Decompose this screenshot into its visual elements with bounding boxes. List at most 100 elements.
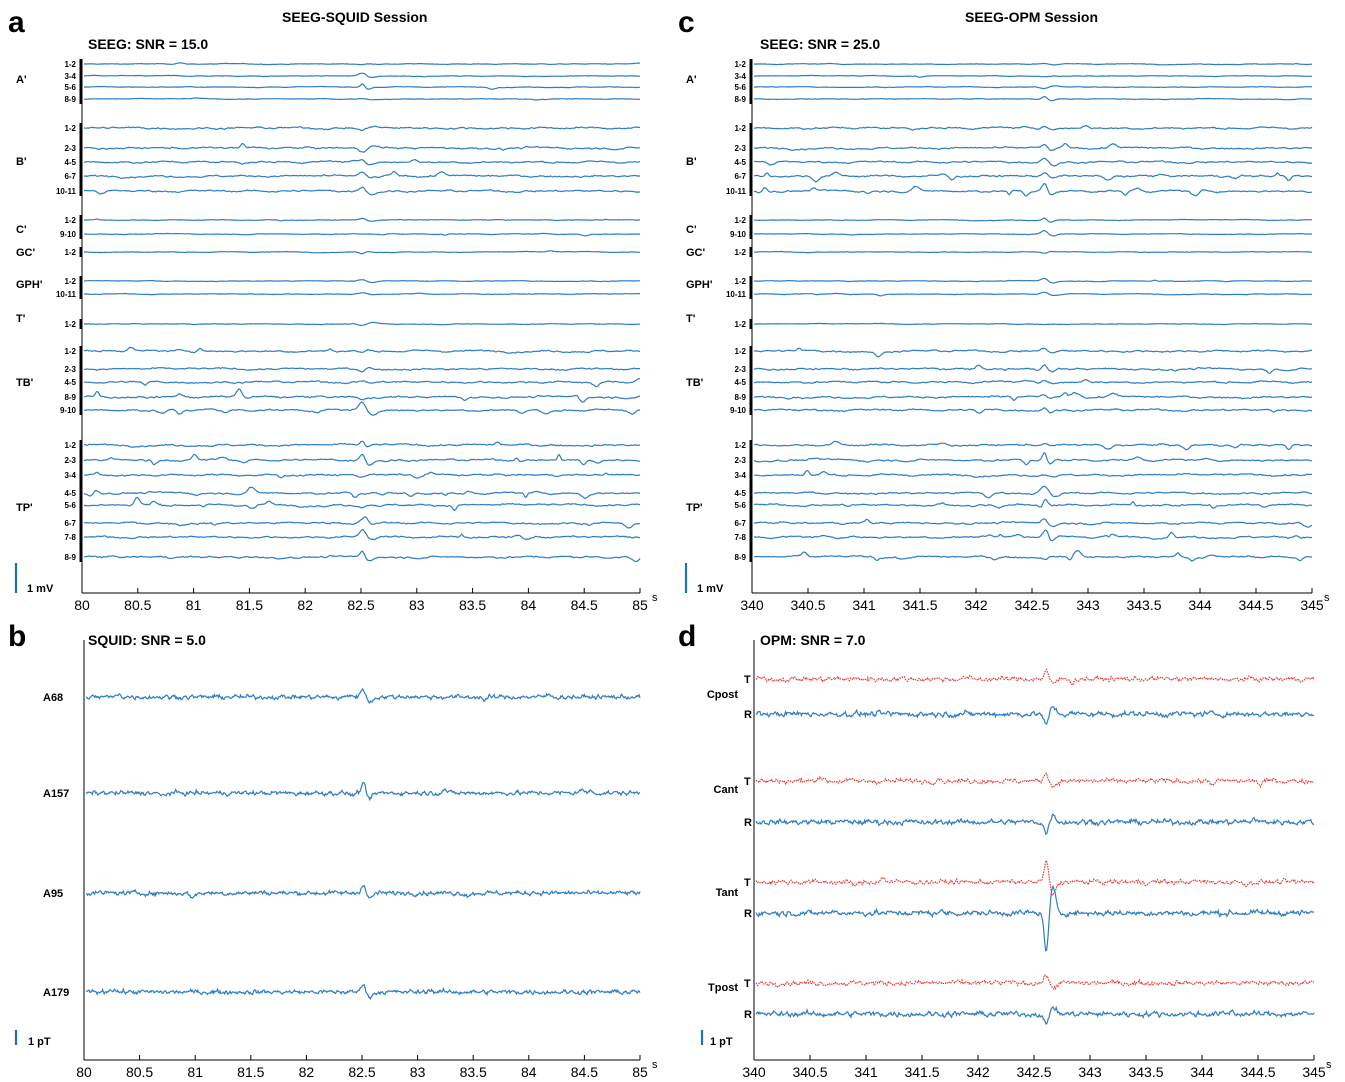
channel-label: 2-3	[734, 365, 746, 374]
seeg-trace	[754, 452, 1313, 466]
seeg-trace	[83, 401, 641, 416]
channel-label: 5-6	[64, 83, 76, 92]
3-x-tick-label: 341.5	[904, 1064, 939, 1080]
seeg-trace	[753, 182, 1313, 197]
opm-component-label: R	[744, 908, 752, 920]
channel-label: 1-2	[734, 124, 746, 133]
1-x-tick-label: 81.5	[237, 1064, 264, 1080]
3-x-tick-label: 344	[1190, 1064, 1214, 1080]
opm-session-title: SEEG-OPM Session	[965, 9, 1099, 25]
panel-label-d: d	[678, 620, 697, 653]
3-x-unit: s	[1326, 1059, 1332, 1071]
channel-label: 2-3	[64, 365, 76, 374]
2-x-tick-label: 340.5	[790, 597, 825, 613]
channel-label: 3-4	[64, 72, 76, 81]
seeg-trace	[753, 250, 1312, 254]
seeg-trace	[83, 366, 641, 373]
channel-label: 2-3	[734, 456, 746, 465]
2-x-tick-label: 342	[964, 597, 988, 613]
seeg-trace	[83, 516, 641, 529]
group-label: A'	[686, 74, 697, 86]
seeg-trace	[83, 440, 641, 448]
channel-label: 8-9	[734, 95, 746, 104]
channel-label: 8-9	[734, 553, 746, 562]
2-x-tick-label: 345	[1300, 597, 1324, 613]
2-x-tick-label: 341	[852, 597, 876, 613]
panel-c-title: SEEG: SNR = 25.0	[760, 36, 881, 52]
seeg-trace	[754, 277, 1312, 284]
3-scale-label: 1 pT	[710, 1036, 733, 1048]
channel-label: 1-2	[64, 320, 76, 329]
group-label: TB'	[686, 377, 704, 389]
seeg-trace	[83, 250, 641, 255]
opm-tangential-trace	[755, 772, 1315, 789]
opm-component-label: T	[744, 877, 751, 889]
0-x-unit: s	[652, 592, 658, 604]
group-label: TP'	[16, 502, 33, 514]
channel-label: 4-5	[64, 158, 76, 167]
channel-label: 1-2	[64, 216, 76, 225]
group-label: GC'	[686, 247, 706, 259]
channel-label: 1-2	[64, 277, 76, 286]
group-label: GPH'	[686, 279, 713, 291]
channel-label: 7-8	[64, 533, 76, 542]
panel-a-title: SEEG: SNR = 15.0	[88, 36, 209, 52]
3-x-tick-label: 341	[854, 1064, 878, 1080]
channel-label: 1-2	[734, 216, 746, 225]
opm-component-label: R	[744, 709, 752, 721]
panel-label-a: a	[8, 6, 25, 39]
channel-label: 1-2	[64, 124, 76, 133]
seeg-trace	[754, 74, 1312, 78]
opm-component-label: T	[744, 776, 751, 788]
squid-trace	[85, 781, 641, 802]
channel-label: 3-4	[734, 72, 746, 81]
channel-label: 7-8	[734, 533, 746, 542]
seeg-trace	[753, 157, 1313, 167]
0-x-tick-label: 82	[297, 597, 313, 613]
channel-label: 1-2	[64, 248, 76, 257]
seeg-trace	[83, 142, 641, 153]
group-label: GPH'	[16, 279, 43, 291]
group-label: TB'	[16, 377, 34, 389]
1-x-tick-label: 83	[410, 1064, 426, 1080]
channel-label: 9-10	[730, 230, 747, 239]
panel-label-c: c	[678, 6, 695, 39]
seeg-trace	[83, 186, 641, 196]
2-scale-label: 1 mV	[697, 583, 724, 595]
seeg-trace	[753, 378, 1313, 385]
panel-b-title: SQUID: SNR = 5.0	[88, 632, 206, 648]
group-label: C'	[16, 224, 27, 236]
3-x-tick-label: 343	[1078, 1064, 1102, 1080]
0-x-tick-label: 84.5	[571, 597, 598, 613]
seeg-trace	[83, 388, 641, 403]
channel-label: 4-5	[64, 489, 76, 498]
seeg-trace	[753, 171, 1313, 183]
seeg-trace	[83, 170, 641, 180]
channel-label: 5-6	[734, 501, 746, 510]
squid-channel-label: A157	[43, 788, 69, 800]
2-x-tick-label: 344	[1188, 597, 1212, 613]
channel-label: 8-9	[64, 553, 76, 562]
seeg-trace	[83, 158, 641, 166]
seeg-trace	[753, 550, 1313, 562]
seeg-trace	[84, 83, 640, 90]
seeg-trace	[83, 486, 641, 500]
group-label: GC'	[16, 247, 36, 259]
channel-label: 1-2	[734, 441, 746, 450]
group-label: TP'	[686, 502, 703, 514]
1-x-tick-label: 81	[187, 1064, 203, 1080]
opm-component-label: T	[744, 674, 751, 686]
opm-radial-trace	[755, 1005, 1315, 1025]
3-x-tick-label: 342	[966, 1064, 990, 1080]
channel-label: 1-2	[64, 441, 76, 450]
opm-component-label: T	[744, 978, 751, 990]
0-scale-label: 1 mV	[27, 583, 54, 595]
squid-channel-label: A179	[43, 987, 69, 999]
channel-label: 10-11	[726, 290, 747, 299]
seeg-trace	[753, 95, 1313, 102]
seeg-trace	[754, 440, 1313, 451]
panel-label-b: b	[8, 620, 27, 653]
3-x-tick-label: 343.5	[1128, 1064, 1163, 1080]
